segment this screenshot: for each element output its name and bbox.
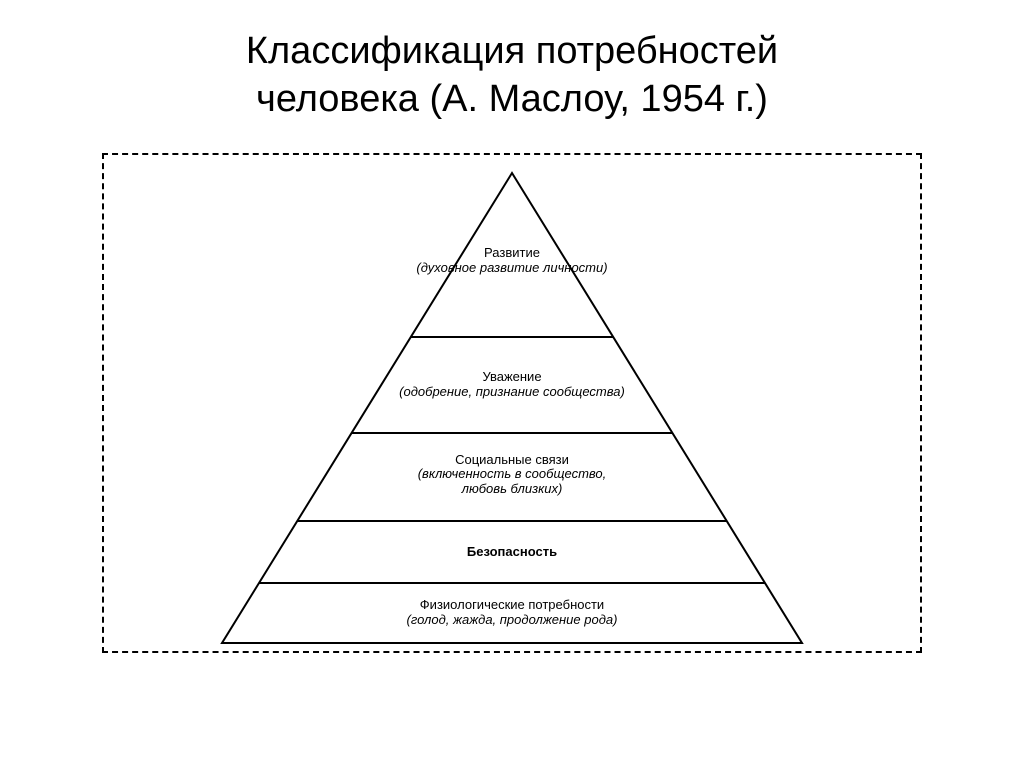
pyramid-level-2: Уважение(одобрение, признание сообщества…	[92, 370, 932, 400]
title-line-1: Классификация потребностей	[246, 30, 778, 72]
pyramid-level-2-name: Уважение	[482, 369, 541, 384]
pyramid-level-1-desc: (духовное развитие личности)	[92, 261, 932, 276]
pyramid-outline	[222, 173, 802, 643]
pyramid-level-3-desc: (включенность в сообщество,любовь близки…	[92, 467, 932, 497]
pyramid-figure: Развитие(духовное развитие личности) Уваж…	[92, 143, 932, 663]
pyramid-level-3: Социальные связи(включенность в сообщест…	[92, 453, 932, 498]
title-line-2: человека (А. Маслоу, 1954 г.)	[256, 78, 768, 120]
pyramid-svg	[92, 143, 932, 663]
pyramid-level-4: Безопасность	[92, 545, 932, 560]
pyramid-level-5-name: Физиологические потребности	[420, 597, 604, 612]
pyramid-level-4-name: Безопасность	[467, 544, 557, 559]
pyramid-level-1-name: Развитие	[484, 245, 540, 260]
pyramid-level-5: Физиологические потребности(голод, жажда…	[92, 598, 932, 628]
pyramid-level-5-desc: (голод, жажда, продолжение рода)	[92, 613, 932, 628]
page-title: Классификация потребностей человека (А. …	[0, 0, 1024, 123]
pyramid-level-2-desc: (одобрение, признание сообщества)	[92, 385, 932, 400]
pyramid-level-3-name: Социальные связи	[455, 452, 569, 467]
pyramid-level-1: Развитие(духовное развитие личности)	[92, 246, 932, 276]
